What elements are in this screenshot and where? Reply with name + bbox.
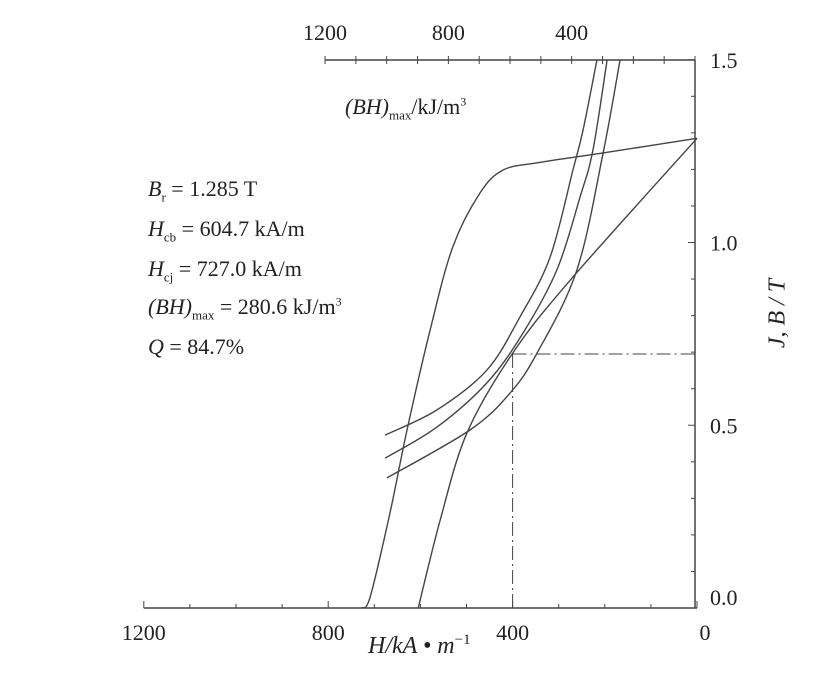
top-tick-label: 400 bbox=[555, 20, 588, 45]
annotation-br: Br = 1.285 T bbox=[148, 176, 258, 205]
x-axis-label: H/kA • m−1 bbox=[368, 632, 471, 659]
x-tick-label: 800 bbox=[312, 620, 345, 645]
bh-curve bbox=[384, 59, 598, 436]
top-tick-label: 800 bbox=[432, 20, 465, 45]
annotation-q: Q = 84.7% bbox=[148, 334, 245, 359]
annotation-bhmax: (BH)max = 280.6 kJ/m3 bbox=[148, 294, 342, 323]
x-tick-label: 1200 bbox=[122, 620, 166, 645]
top-tick-label: 1200 bbox=[303, 20, 347, 45]
b-curve bbox=[417, 137, 698, 609]
bh-curve bbox=[384, 59, 608, 459]
annotation-hcj: Hcj = 727.0 kA/m bbox=[148, 256, 302, 285]
y-tick-label: 0.0 bbox=[710, 585, 738, 610]
bh-curve bbox=[386, 59, 621, 479]
y-tick-label: 1.5 bbox=[710, 48, 738, 73]
x-tick-label: 0 bbox=[700, 620, 711, 645]
annotation-hcb: Hcb = 604.7 kA/m bbox=[148, 216, 305, 245]
y-axis-label: J, B / T bbox=[764, 278, 791, 349]
y-tick-label: 1.0 bbox=[710, 231, 738, 256]
y-tick-label: 0.5 bbox=[710, 413, 738, 438]
top-axis-label: (BH)max/kJ/m3 bbox=[345, 94, 467, 123]
x-tick-label: 400 bbox=[496, 620, 529, 645]
j-curve bbox=[361, 137, 698, 609]
